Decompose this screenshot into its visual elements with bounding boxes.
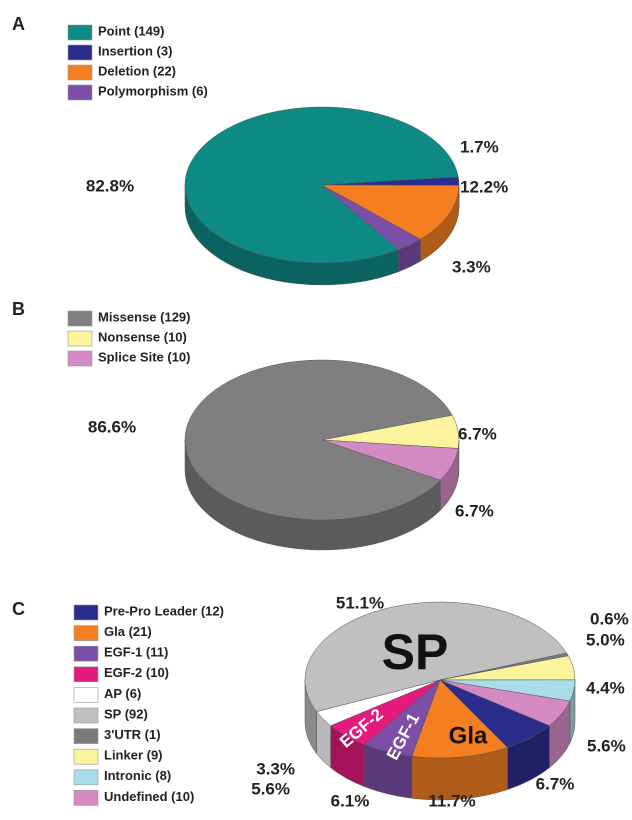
- legend-swatch: [67, 330, 93, 347]
- pie-slice: [316, 679, 441, 726]
- value-label: 51.1%: [336, 593, 384, 612]
- legend-swatch: [73, 687, 99, 703]
- pie-slice: [411, 679, 509, 759]
- legend-swatch: [67, 64, 93, 81]
- legend-label: Splice Site (10): [98, 349, 190, 364]
- value-label: 6.7%: [536, 774, 575, 793]
- legend-swatch: [73, 645, 99, 662]
- pie-slice: [304, 601, 568, 713]
- panel-label: A: [12, 14, 25, 34]
- value-label: 6.7%: [458, 424, 497, 443]
- pie-slice: [184, 106, 459, 264]
- legend-swatch: [67, 44, 93, 61]
- pie-tops: [184, 359, 460, 521]
- legend-swatch: [73, 769, 99, 786]
- value-label: 11.7%: [428, 791, 475, 810]
- legend-label: Undefined (10): [104, 789, 194, 804]
- legend-swatch: [73, 604, 99, 621]
- legend-label: 3'UTR (1): [104, 727, 161, 742]
- panel-label: B: [12, 299, 25, 319]
- pie-slice: [321, 184, 421, 250]
- legend-label: Deletion (22): [98, 63, 176, 78]
- legend-swatch: [67, 310, 93, 327]
- value-label: 0.6%: [590, 609, 629, 628]
- value-label: 3.3%: [452, 257, 491, 276]
- value-label: 6.1%: [331, 791, 370, 810]
- legend-swatch: [73, 748, 99, 765]
- legend-swatch: [73, 625, 99, 641]
- value-label: 3.3%: [256, 759, 295, 778]
- legend-swatch: [73, 728, 99, 744]
- pie-tops: [304, 601, 576, 759]
- pie-slice: [321, 439, 459, 481]
- value-label: 5.0%: [586, 630, 625, 649]
- legend-label: Nonsense (10): [98, 329, 187, 344]
- pie-tops: [184, 106, 460, 264]
- legend-label: EGF-1 (11): [104, 645, 168, 660]
- value-label: 82.8%: [86, 176, 134, 195]
- value-label: 5.6%: [587, 736, 626, 755]
- value-label: 1.7%: [460, 137, 499, 156]
- legend-swatch: [67, 84, 93, 101]
- slice-label: SP: [382, 624, 449, 680]
- legend-label: Gla (21): [104, 624, 152, 639]
- legend-swatch: [73, 790, 99, 806]
- legend-label: SP (92): [104, 706, 148, 721]
- pie-slice: [321, 184, 460, 240]
- value-label: 86.6%: [88, 417, 136, 436]
- legend-label: Intronic (8): [104, 768, 171, 783]
- legend-label: AP (6): [104, 686, 141, 701]
- value-label: 4.4%: [586, 678, 625, 697]
- legend-swatch: [67, 350, 93, 367]
- slice-label: Gla: [449, 722, 488, 749]
- legend-label: EGF-2 (10): [104, 665, 169, 680]
- value-label: 12.2%: [460, 177, 508, 196]
- legend-label: Missense (129): [98, 309, 191, 324]
- legend-swatch: [73, 707, 99, 724]
- legend-label: Linker (9): [104, 748, 163, 763]
- legend-swatch: [67, 24, 93, 41]
- value-label: 6.7%: [455, 501, 494, 520]
- legend-label: Point (149): [98, 23, 164, 38]
- pie-slice: [184, 359, 453, 521]
- legend-label: Polymorphism (6): [98, 83, 208, 98]
- legend-swatch: [73, 666, 99, 683]
- legend-label: Insertion (3): [98, 43, 172, 58]
- value-label: 5.6%: [251, 779, 290, 798]
- panel-label: C: [12, 599, 25, 619]
- legend-label: Pre-Pro Leader (12): [104, 603, 224, 618]
